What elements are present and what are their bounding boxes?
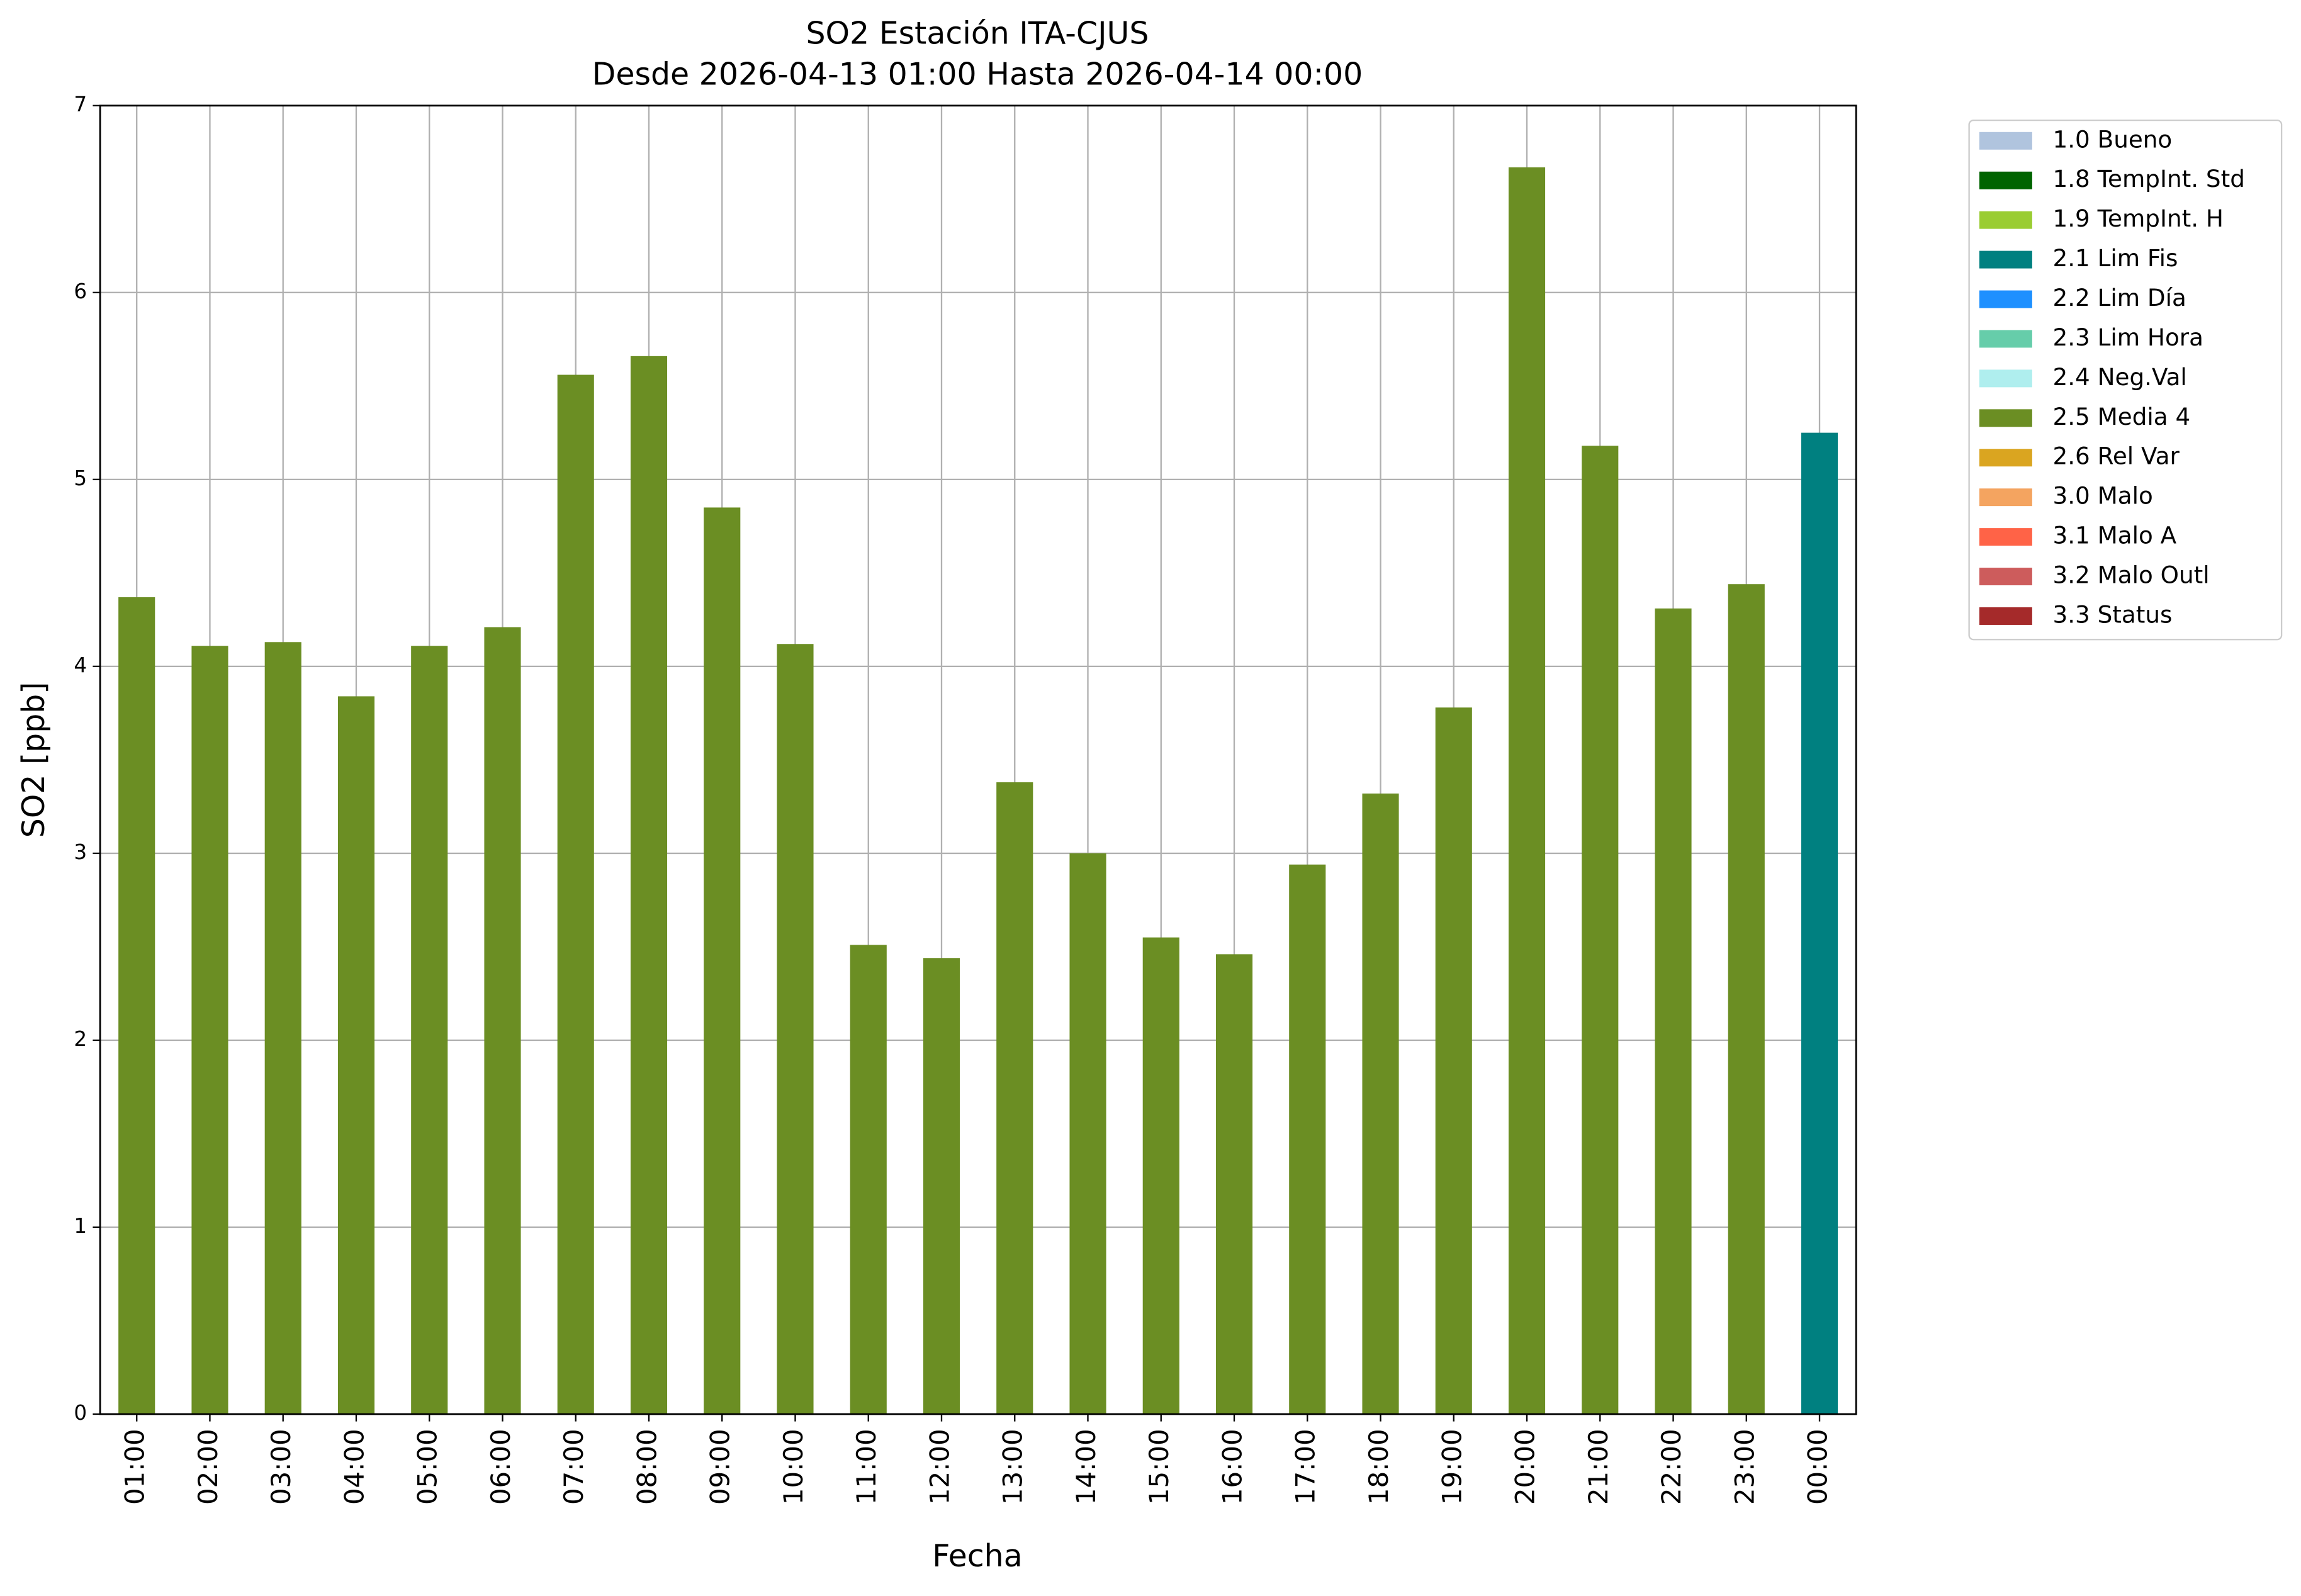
x-tick-label: 22:00 [1656,1429,1687,1505]
legend-box [1968,119,2283,641]
x-tick-label: 00:00 [1803,1429,1833,1505]
legend-swatch [1979,488,2032,507]
legend-swatch [1979,171,2032,189]
x-tick-label: 12:00 [924,1429,955,1505]
x-tick-label: 15:00 [1144,1429,1174,1505]
x-tick-label: 10:00 [778,1429,809,1505]
x-tick-label: 05:00 [412,1429,443,1505]
bar [1655,608,1692,1414]
legend-swatch [1979,449,2032,467]
bar [1142,937,1179,1414]
legend-swatch [1979,568,2032,586]
bar [191,646,228,1414]
legend-swatch [1979,528,2032,546]
chart-title: SO2 Estación ITA-CJUS [806,15,1149,51]
legend-swatch [1979,250,2032,269]
x-tick-label: 19:00 [1436,1429,1467,1505]
bars [118,167,1838,1414]
legend-label: 2.1 Lim Fis [2052,244,2178,272]
x-tick-label: 17:00 [1290,1429,1321,1505]
x-tick-label: 11:00 [851,1429,882,1505]
bar [337,696,375,1414]
legend-swatch [1979,211,2032,229]
bar [1582,446,1619,1414]
x-tick-label: 04:00 [339,1429,369,1505]
x-tick-label: 20:00 [1510,1429,1541,1505]
plot-frame [99,104,1857,1415]
x-tick-label: 03:00 [266,1429,296,1505]
bar [1508,167,1546,1414]
bar [1289,864,1326,1414]
y-tick-label: 1 [74,1214,87,1238]
y-tick-label: 3 [74,840,87,864]
y-tick-label: 4 [74,653,87,677]
legend-label: 3.3 Status [2052,600,2172,628]
y-tick-label: 5 [74,466,87,490]
legend-label: 2.2 Lim Día [2052,284,2186,312]
legend-label: 2.6 Rel Var [2052,442,2180,470]
bar [557,374,594,1414]
y-tick-label: 6 [74,279,87,303]
x-tick-label: 01:00 [120,1429,150,1505]
bar [1801,432,1838,1414]
bar [411,646,448,1414]
legend-label: 2.5 Media 4 [2052,403,2190,430]
legend-swatch [1979,369,2032,388]
bar [996,782,1033,1414]
bar [704,507,741,1414]
legend-swatch [1979,607,2032,625]
legend-swatch [1979,290,2032,308]
x-tick-label: 16:00 [1217,1429,1248,1505]
bar [923,958,960,1414]
bar [1435,707,1472,1414]
legend-swatch [1979,132,2032,150]
chart-subtitle: Desde 2026-04-13 01:00 Hasta 2026-04-14 … [592,57,1363,93]
x-tick-label: 21:00 [1583,1429,1614,1505]
legend-label: 1.8 TempInt. Std [2052,165,2244,193]
x-tick-label: 07:00 [558,1429,589,1505]
bar [118,597,155,1414]
x-tick-label: 08:00 [631,1429,662,1505]
bar [1069,853,1106,1414]
legend-label: 1.9 TempInt. H [2052,205,2223,232]
legend-label: 3.1 Malo A [2052,522,2176,549]
bar [630,356,668,1414]
x-tick-label: 06:00 [485,1429,516,1505]
x-tick-label: 14:00 [1071,1429,1101,1505]
legend-swatch [1979,330,2032,348]
bar [484,627,521,1414]
x-tick-label: 18:00 [1363,1429,1394,1505]
bar [1362,793,1399,1414]
legend-swatch [1979,409,2032,427]
legend-label: 3.0 Malo [2052,482,2152,510]
legend-label: 3.2 Malo Outl [2052,561,2209,589]
x-tick-label: 13:00 [998,1429,1028,1505]
bar [850,945,887,1414]
legend: 1.0 Bueno 1.8 TempInt. Std 1.9 TempInt. H 2… [1968,119,2283,641]
legend-label: 2.4 Neg.Val [2052,363,2186,391]
bar [1215,954,1253,1414]
y-axis-label: SO2 [ppb] [16,682,52,838]
y-tick-label: 7 [74,93,87,116]
x-axis-label: Fecha [932,1538,1023,1574]
legend-label: 2.3 Lim Hora [2052,323,2203,351]
bar [777,644,814,1414]
y-tick-label: 0 [74,1401,87,1425]
x-tick-label: 09:00 [705,1429,736,1505]
legend-label: 1.0 Bueno [2052,125,2172,153]
bar [264,642,301,1414]
y-tick-label: 2 [74,1027,87,1051]
x-tick-label: 02:00 [193,1429,223,1505]
axes: 0 1 2 3 4 5 6 7 01:00 02:00 03:00 04:00 05:00 06:00 07… [74,93,1833,1505]
bar [1728,584,1765,1414]
x-tick-label: 23:00 [1729,1429,1760,1505]
